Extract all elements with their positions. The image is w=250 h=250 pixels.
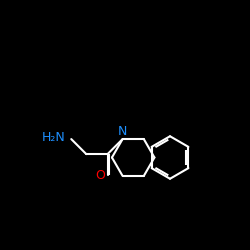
Text: H₂N: H₂N bbox=[41, 131, 65, 144]
Text: N: N bbox=[118, 125, 127, 138]
Text: O: O bbox=[95, 169, 105, 182]
